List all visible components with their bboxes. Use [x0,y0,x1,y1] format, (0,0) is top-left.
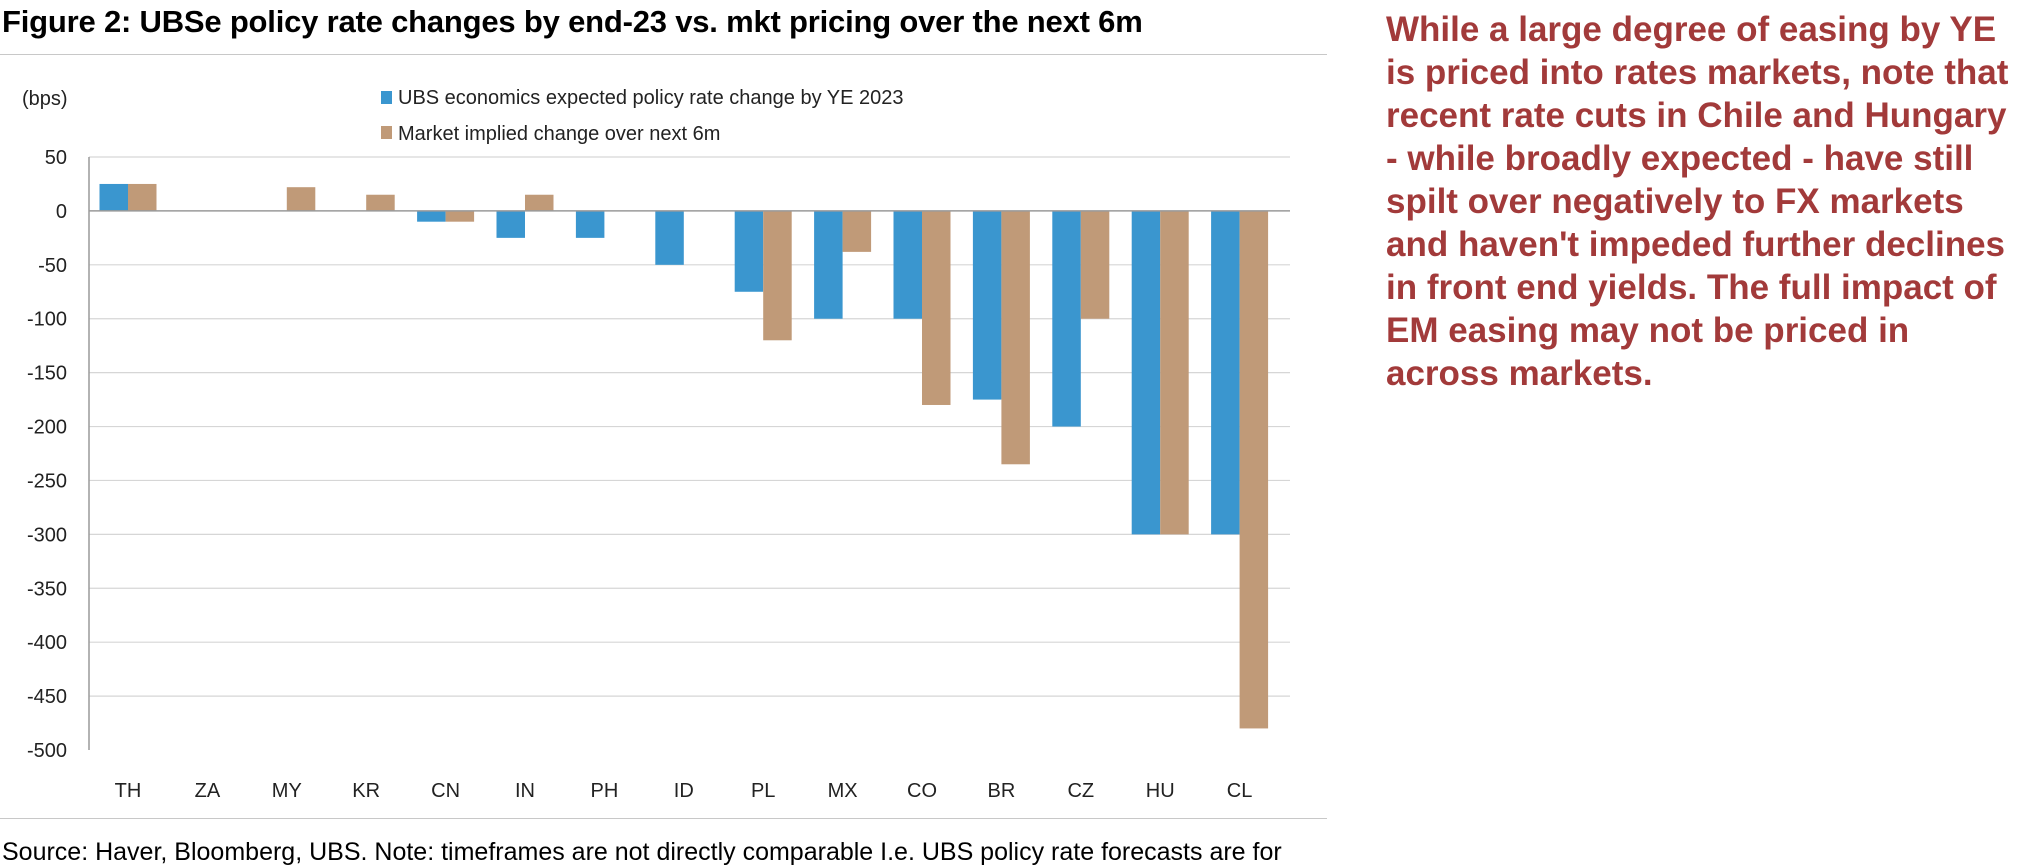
y-tick-label: -150 [27,363,67,385]
bar-ubs [814,210,843,319]
x-tick-label: ID [674,780,694,802]
bar-market [525,194,554,211]
x-tick-label: CO [907,780,937,802]
legend-swatch-ubs [381,91,392,104]
legend-label-ubs: UBS economics expected policy rate chang… [398,87,904,109]
bar-market [1080,210,1110,319]
y-tick-label: -500 [27,740,67,762]
bar-market [1239,210,1269,729]
title-divider [0,54,1327,55]
legend: UBS economics expected policy rate chang… [381,87,904,145]
bars [99,183,1269,729]
x-tick-label: PH [591,780,619,802]
y-tick-label: -300 [27,524,67,546]
x-tick-label: TH [115,780,142,802]
bar-market [763,210,792,341]
x-axis-categories: TH ZA MY KR CN IN PH ID PL MX CO BR CZ HU CL [115,780,1253,802]
y-tick-label: -350 [27,578,67,600]
bar-market [286,187,316,211]
x-tick-label: MY [272,780,302,802]
bar-ubs [655,210,684,265]
bar-ubs [1052,210,1081,427]
y-tick-label: -50 [38,255,67,277]
y-tick-label: -100 [27,309,67,331]
y-tick-label: -400 [27,632,67,654]
x-tick-label: HU [1146,780,1175,802]
bar-market [1160,210,1189,535]
bar-market [842,210,872,252]
legend-label-market: Market implied change over next 6m [398,123,720,145]
x-tick-label: CL [1227,780,1253,802]
figure-title: Figure 2: UBSe policy rate changes by en… [2,4,1143,39]
x-tick-label: IN [515,780,535,802]
bar-ubs [417,210,446,222]
bar-market [1001,210,1030,465]
x-tick-label: MX [828,780,858,802]
bar-market [922,210,951,405]
bar-market [366,194,395,211]
footer-divider [0,818,1327,819]
x-tick-label: KR [352,780,380,802]
y-tick-label: 50 [45,147,67,169]
y-axis-ticks: 50 0 -50 -100 -150 -200 -250 -300 -350 -400 -450 -5… [27,147,67,762]
y-tick-label: -200 [27,417,67,439]
source-note: Source: Haver, Bloomberg, UBS. Note: tim… [2,838,1282,866]
legend-swatch-market [381,126,392,139]
gridlines [89,156,1290,697]
x-tick-label: CN [431,780,460,802]
bar-ubs [1131,210,1161,535]
x-tick-label: ZA [195,780,221,802]
bar-ubs [496,210,525,238]
bar-market [128,183,157,211]
y-axis-label: (bps) [22,88,68,110]
x-tick-label: CZ [1067,780,1094,802]
x-tick-label: BR [988,780,1016,802]
bar-ubs [734,210,764,292]
y-tick-label: 0 [56,201,67,223]
x-tick-label: PL [751,780,775,802]
y-tick-label: -250 [27,470,67,492]
bar-market [445,210,475,222]
commentary-text: While a large degree of easing by YE is … [1386,10,2009,393]
bar-ubs [1211,210,1240,535]
bar-ubs [575,210,605,238]
bar-chart: (bps) UBS economics expected policy rate… [22,87,1290,802]
bar-ubs [893,210,922,319]
bar-ubs [99,183,128,211]
bar-ubs [972,210,1002,400]
y-tick-label: -450 [27,686,67,708]
